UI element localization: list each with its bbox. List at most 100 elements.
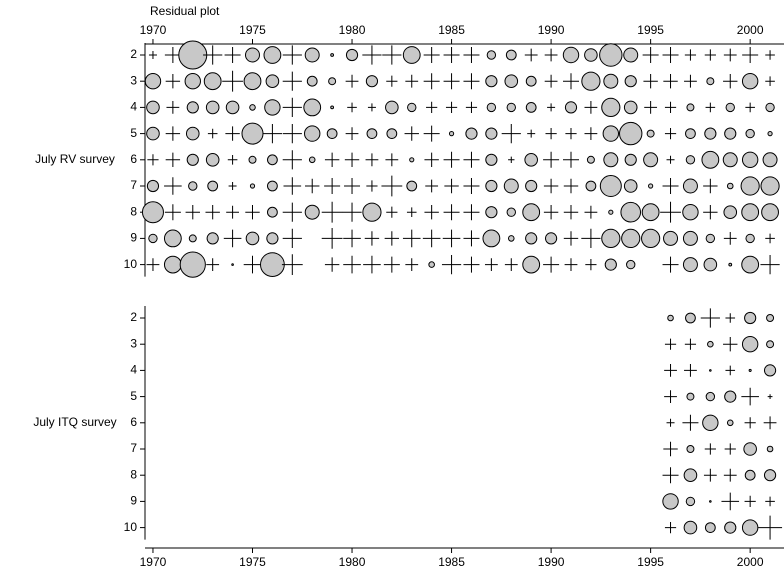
cross xyxy=(381,175,403,197)
y-tick-label: 10 xyxy=(124,520,138,534)
cross xyxy=(203,45,223,65)
cross xyxy=(444,178,459,194)
bubble xyxy=(330,53,335,57)
bubble xyxy=(225,100,240,115)
cross xyxy=(282,71,302,91)
bubble xyxy=(243,72,262,91)
bubble xyxy=(599,175,622,197)
cross xyxy=(282,228,302,248)
cross xyxy=(644,101,658,114)
bubble xyxy=(146,126,160,141)
cross xyxy=(463,230,480,247)
panel-label: July ITQ survey xyxy=(33,415,116,429)
bubble xyxy=(707,340,714,348)
cross xyxy=(342,202,362,222)
cross xyxy=(721,492,740,511)
bubble xyxy=(682,257,698,273)
cross xyxy=(463,204,480,221)
cross xyxy=(765,50,775,60)
cross xyxy=(423,47,440,63)
cross xyxy=(705,102,716,113)
cross xyxy=(423,125,440,142)
cross xyxy=(684,338,697,350)
cross xyxy=(443,151,460,168)
y-tick-label: 2 xyxy=(130,310,137,324)
bubble xyxy=(231,263,234,266)
cross xyxy=(544,74,558,88)
bubble xyxy=(766,340,775,349)
panel-label: July RV survey xyxy=(35,152,115,166)
bubble xyxy=(744,311,757,325)
bubble xyxy=(724,521,737,534)
cross xyxy=(363,255,381,274)
bubble xyxy=(249,183,256,189)
cross xyxy=(664,338,677,350)
bubble xyxy=(741,151,759,169)
cross xyxy=(543,256,560,273)
bubble xyxy=(601,228,621,248)
bubble xyxy=(726,419,734,427)
bubble xyxy=(328,77,337,86)
cross xyxy=(642,47,659,63)
bubble xyxy=(245,231,260,246)
cross xyxy=(164,204,181,221)
bubble xyxy=(765,102,775,113)
bubble xyxy=(741,203,760,222)
bubble xyxy=(179,251,206,278)
cross xyxy=(321,201,343,223)
x-tick-label: 2000 xyxy=(737,23,764,37)
bubble xyxy=(685,312,696,324)
cross xyxy=(164,47,181,63)
bubble xyxy=(260,252,285,278)
x-tick-label: 1970 xyxy=(140,23,167,37)
bubble xyxy=(386,128,398,140)
cross xyxy=(344,152,360,167)
cross xyxy=(543,178,559,194)
cross xyxy=(760,255,780,275)
cross xyxy=(584,101,598,114)
cross xyxy=(423,73,440,90)
bubble xyxy=(308,156,316,164)
bubble xyxy=(723,205,738,219)
cross xyxy=(741,387,759,406)
cross xyxy=(281,254,303,275)
cross xyxy=(206,258,220,271)
bubble xyxy=(581,71,601,91)
bubble xyxy=(745,128,755,139)
cross xyxy=(343,229,361,248)
cross xyxy=(662,467,679,484)
cross xyxy=(543,151,560,168)
bubble xyxy=(448,131,455,137)
bubble xyxy=(345,48,359,62)
bubble xyxy=(465,127,478,140)
y-tick-label: 10 xyxy=(124,257,138,271)
bubble xyxy=(741,519,759,536)
bubble xyxy=(486,50,497,60)
cross xyxy=(703,468,717,482)
bubble xyxy=(603,152,619,168)
x-tick-label: 1980 xyxy=(339,555,366,569)
cross xyxy=(445,101,458,113)
bubble xyxy=(648,183,654,189)
cross xyxy=(563,73,579,90)
cross xyxy=(324,178,341,194)
bubble xyxy=(685,496,696,507)
bubble xyxy=(608,209,614,215)
bubble xyxy=(144,73,162,90)
bubble xyxy=(330,105,335,110)
bubble xyxy=(624,153,637,166)
y-tick-label: 8 xyxy=(130,204,137,218)
cross xyxy=(703,178,718,194)
y-tick-label: 7 xyxy=(130,441,137,455)
bubble xyxy=(522,203,541,222)
bubble xyxy=(626,259,636,270)
bubble xyxy=(741,336,759,353)
y-tick-label: 4 xyxy=(130,100,137,114)
cross xyxy=(565,128,577,140)
bubble xyxy=(748,368,752,372)
cross xyxy=(581,228,601,248)
cross xyxy=(704,443,716,455)
bubble xyxy=(506,207,516,217)
y-tick-label: 5 xyxy=(130,389,137,403)
cross xyxy=(547,103,556,112)
